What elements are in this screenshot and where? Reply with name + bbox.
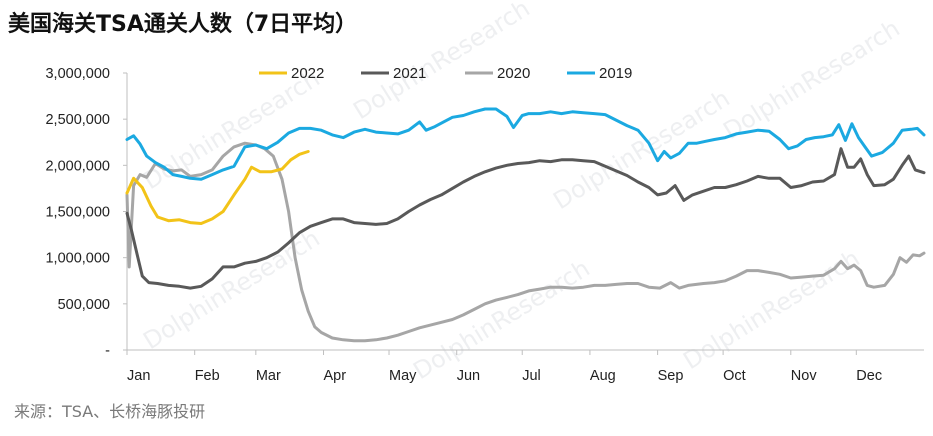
- series-line-2019: [125, 107, 926, 181]
- watermark-text: DolphinResearch: [718, 14, 904, 145]
- legend: 2022 2021 2020 2019: [259, 65, 632, 82]
- x-tick-label: Nov: [791, 368, 818, 384]
- y-tick-label: 1,000,000: [45, 251, 110, 267]
- y-tick-label: 2,500,000: [45, 112, 110, 128]
- watermark-text: DolphinResearch: [408, 254, 594, 385]
- legend-label-2020: 2020: [497, 65, 530, 82]
- watermark-text: DolphinResearch: [138, 224, 324, 355]
- watermark-text: DolphinResearch: [678, 244, 864, 375]
- legend-label-2019: 2019: [599, 65, 632, 82]
- y-axis-ticks: - 500,000 1,000,000 1,500,000 2,000,000 2,500…: [45, 66, 127, 359]
- x-tick-label: Oct: [723, 368, 746, 384]
- x-tick-label: Dec: [856, 368, 882, 384]
- y-tick-label: 500,000: [58, 297, 110, 313]
- x-tick-label: Sep: [658, 368, 684, 384]
- y-tick-label: 3,000,000: [45, 66, 110, 82]
- x-tick-label: Jan: [127, 368, 150, 384]
- x-tick-label: Jun: [457, 368, 480, 384]
- watermark-text: DolphinResearch: [548, 84, 734, 215]
- x-axis-ticks: Jan Feb Mar Apr May Jun Jul Aug Sep Oct Nov Dec: [126, 350, 882, 384]
- chart-title: 美国海关TSA通关人数（7日平均）: [8, 12, 358, 37]
- watermark-text: DolphinResearch: [348, 0, 534, 125]
- series-line-2020: [125, 141, 926, 343]
- y-tick-label: 1,500,000: [45, 205, 110, 221]
- x-tick-label: Aug: [590, 368, 616, 384]
- series-line-2021: [125, 147, 926, 290]
- watermark-layer: DolphinResearchDolphinResearchDolphinRes…: [138, 0, 904, 385]
- y-tick-label: -: [105, 343, 110, 359]
- x-tick-label: Feb: [195, 368, 220, 384]
- series-lines: [125, 107, 926, 343]
- x-tick-label: Apr: [324, 368, 347, 384]
- legend-label-2022: 2022: [291, 65, 324, 82]
- series-line-2022: [125, 150, 310, 225]
- legend-label-2021: 2021: [393, 65, 426, 82]
- y-tick-label: 2,000,000: [45, 158, 110, 174]
- source-note: 来源：TSA、长桥海豚投研: [14, 402, 206, 421]
- x-tick-label: Jul: [522, 368, 541, 384]
- x-tick-label: May: [389, 368, 417, 384]
- x-tick-label: Mar: [256, 368, 281, 384]
